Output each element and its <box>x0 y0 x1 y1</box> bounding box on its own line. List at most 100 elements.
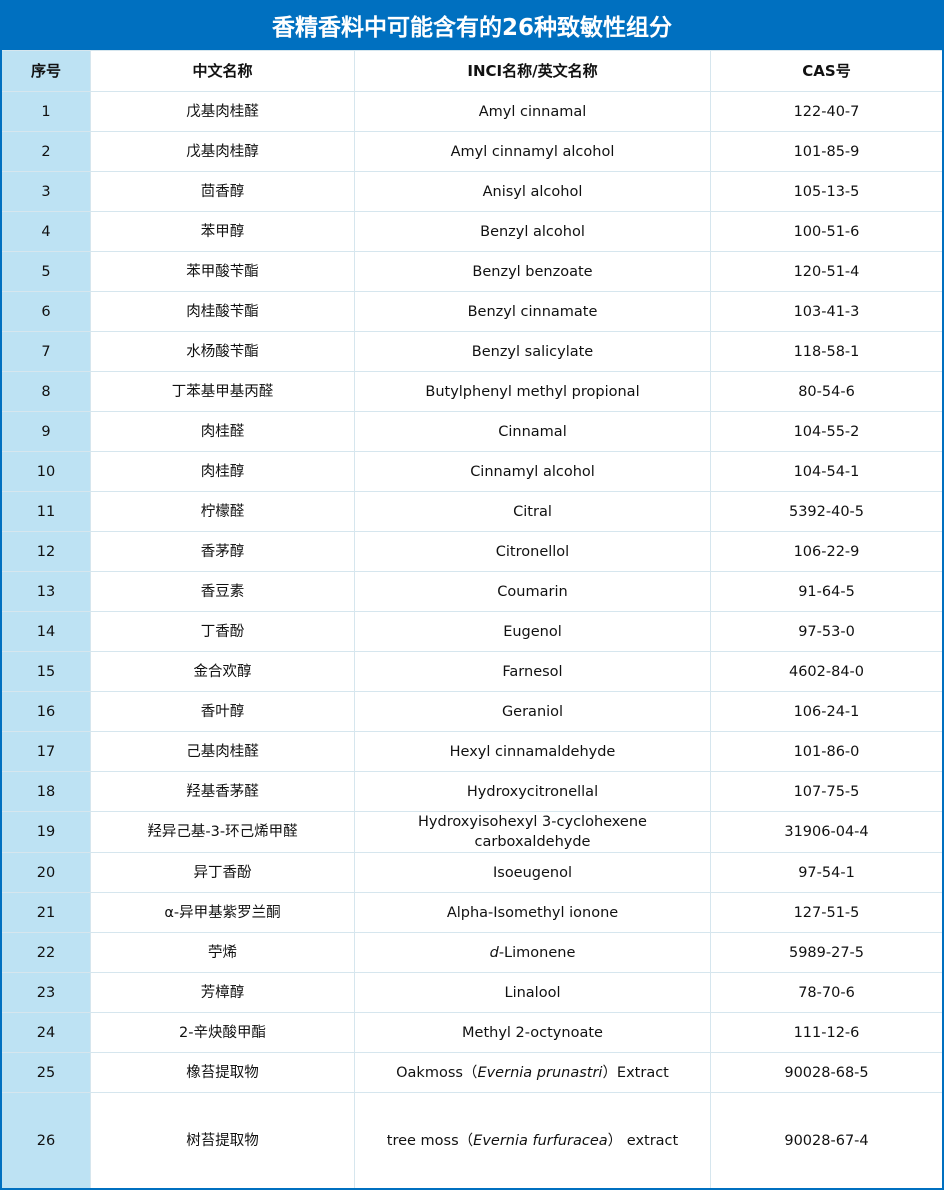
cell-inci-name: Citral <box>354 491 711 532</box>
cell-chinese-name: 肉桂酸苄酯 <box>90 291 355 332</box>
table-row: 1 戊基肉桂醛 Amyl cinnamal 122-40-7 <box>0 91 944 132</box>
cell-index: 23 <box>0 972 91 1013</box>
cell-cas: 31906-04-4 <box>710 811 944 853</box>
cell-chinese-name: 丁苯基甲基丙醛 <box>90 371 355 412</box>
cell-inci-name: Isoeugenol <box>354 852 711 893</box>
cell-chinese-name: 香豆素 <box>90 571 355 612</box>
cell-chinese-name: 橡苔提取物 <box>90 1052 355 1093</box>
table-row: 24 2-辛炔酸甲酯 Methyl 2-octynoate 111-12-6 <box>0 1012 944 1053</box>
text-segment: Benzyl cinnamate <box>467 303 598 320</box>
cell-cas: 101-85-9 <box>710 131 944 172</box>
cell-chinese-name: 芳樟醇 <box>90 972 355 1013</box>
cell-index: 5 <box>0 251 91 292</box>
cell-chinese-name: 香叶醇 <box>90 691 355 732</box>
cell-cas: 105-13-5 <box>710 171 944 212</box>
cell-inci-name: Cinnamyl alcohol <box>354 451 711 492</box>
table-row: 25 橡苔提取物 Oakmoss（Evernia prunastri）Extract… <box>0 1052 944 1093</box>
cell-cas: 100-51-6 <box>710 211 944 252</box>
cell-chinese-name: α-异甲基紫罗兰酮 <box>90 892 355 933</box>
text-segment: Methyl 2-octynoate <box>462 1024 603 1041</box>
text-segment: Oakmoss（ <box>396 1064 478 1081</box>
table-row: 9 肉桂醛 Cinnamal 104-55-2 <box>0 411 944 452</box>
table-row: 10 肉桂醇 Cinnamyl alcohol 104-54-1 <box>0 451 944 492</box>
cell-cas: 118-58-1 <box>710 331 944 372</box>
cell-cas: 97-54-1 <box>710 852 944 893</box>
cell-chinese-name: 羟基香茅醛 <box>90 771 355 812</box>
text-segment: Alpha-Isomethyl ionone <box>446 904 619 921</box>
table-row: 23 芳樟醇 Linalool 78-70-6 <box>0 972 944 1013</box>
cell-inci-name: d-Limonene <box>354 932 711 973</box>
table-row: 17 己基肉桂醛 Hexyl cinnamaldehyde 101-86-0 <box>0 731 944 772</box>
cell-chinese-name: 肉桂醇 <box>90 451 355 492</box>
cell-inci-name: Linalool <box>354 972 711 1013</box>
text-segment: -Limonene <box>498 944 576 961</box>
cell-cas: 106-22-9 <box>710 531 944 572</box>
cell-inci-name: Geraniol <box>354 691 711 732</box>
cell-chinese-name: 苯甲醇 <box>90 211 355 252</box>
cell-index: 25 <box>0 1052 91 1093</box>
text-segment: Benzyl benzoate <box>472 263 593 280</box>
cell-inci-name: Farnesol <box>354 651 711 692</box>
text-segment: Hexyl cinnamaldehyde <box>449 743 616 760</box>
text-segment: Cinnamal <box>498 423 567 440</box>
cell-index: 1 <box>0 91 91 132</box>
text-segment: Citronellol <box>495 543 570 560</box>
cell-cas: 103-41-3 <box>710 291 944 332</box>
cell-index: 15 <box>0 651 91 692</box>
cell-index: 9 <box>0 411 91 452</box>
text-segment: ） extract <box>607 1132 679 1149</box>
table-row: 21 α-异甲基紫罗兰酮 Alpha-Isomethyl ionone 127-51-… <box>0 892 944 933</box>
cell-chinese-name: 金合欢醇 <box>90 651 355 692</box>
cell-chinese-name: 羟异己基-3-环己烯甲醛 <box>90 811 355 853</box>
cell-index: 26 <box>0 1092 91 1190</box>
cell-inci-name: Benzyl alcohol <box>354 211 711 252</box>
cell-chinese-name: 戊基肉桂醛 <box>90 91 355 132</box>
text-segment: Amyl cinnamyl alcohol <box>450 143 615 160</box>
cell-index: 11 <box>0 491 91 532</box>
text-segment: Eugenol <box>503 623 562 640</box>
cell-inci-name: Amyl cinnamal <box>354 91 711 132</box>
table-row: 22 苧烯 d-Limonene 5989-27-5 <box>0 932 944 973</box>
cell-inci-name: Alpha-Isomethyl ionone <box>354 892 711 933</box>
cell-chinese-name: 肉桂醛 <box>90 411 355 452</box>
cell-cas: 106-24-1 <box>710 691 944 732</box>
cell-inci-name: Amyl cinnamyl alcohol <box>354 131 711 172</box>
cell-index: 17 <box>0 731 91 772</box>
text-segment: Cinnamyl alcohol <box>470 463 595 480</box>
cell-cas: 5392-40-5 <box>710 491 944 532</box>
cell-index: 8 <box>0 371 91 412</box>
cell-index: 16 <box>0 691 91 732</box>
cell-inci-name: Benzyl cinnamate <box>354 291 711 332</box>
cell-inci-name: tree moss（Evernia furfuracea） extract <box>354 1092 711 1190</box>
text-segment: Anisyl alcohol <box>482 183 583 200</box>
text-segment: Isoeugenol <box>492 864 573 881</box>
cell-inci-name: Hydroxycitronellal <box>354 771 711 812</box>
cell-chinese-name: 水杨酸苄酯 <box>90 331 355 372</box>
cell-index: 18 <box>0 771 91 812</box>
cell-inci-name: Eugenol <box>354 611 711 652</box>
table-row: 8 丁苯基甲基丙醛 Butylphenyl methyl propional 80-5… <box>0 371 944 412</box>
cell-chinese-name: 己基肉桂醛 <box>90 731 355 772</box>
cell-chinese-name: 树苔提取物 <box>90 1092 355 1190</box>
cell-cas: 5989-27-5 <box>710 932 944 973</box>
cell-inci-name: Butylphenyl methyl propional <box>354 371 711 412</box>
text-segment: Hydroxycitronellal <box>466 783 599 800</box>
table-row: 16 香叶醇 Geraniol 106-24-1 <box>0 691 944 732</box>
text-segment: Citral <box>513 503 552 520</box>
text-segment: tree moss（ <box>386 1132 474 1149</box>
cell-chinese-name: 苯甲酸苄酯 <box>90 251 355 292</box>
cell-chinese-name: 香茅醇 <box>90 531 355 572</box>
cell-inci-name: Hydroxyisohexyl 3-cyclohexene carboxalde… <box>354 811 711 853</box>
cell-cas: 80-54-6 <box>710 371 944 412</box>
table-row: 3 茴香醇 Anisyl alcohol 105-13-5 <box>0 171 944 212</box>
table-row: 15 金合欢醇 Farnesol 4602-84-0 <box>0 651 944 692</box>
text-segment: Benzyl salicylate <box>471 343 594 360</box>
header-inci-name: INCI名称/英文名称 <box>354 50 711 92</box>
cell-index: 3 <box>0 171 91 212</box>
table-row: 19 羟异己基-3-环己烯甲醛 Hydroxyisohexyl 3-cyclohex… <box>0 811 944 853</box>
table-row: 18 羟基香茅醛 Hydroxycitronellal 107-75-5 <box>0 771 944 812</box>
table-row: 5 苯甲酸苄酯 Benzyl benzoate 120-51-4 <box>0 251 944 292</box>
cell-index: 20 <box>0 852 91 893</box>
allergen-table: 序号 中文名称 INCI名称/英文名称 CAS号 1 戊基肉桂醛 Amyl cinn… <box>0 50 944 1190</box>
cell-cas: 104-55-2 <box>710 411 944 452</box>
